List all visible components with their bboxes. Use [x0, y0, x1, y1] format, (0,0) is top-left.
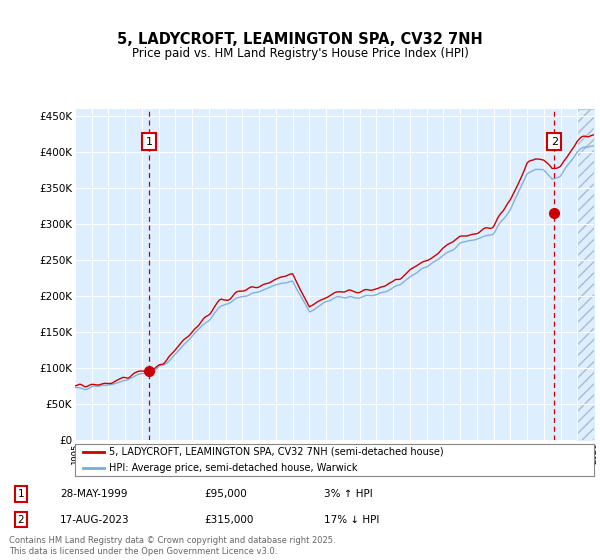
- Text: 5, LADYCROFT, LEAMINGTON SPA, CV32 7NH: 5, LADYCROFT, LEAMINGTON SPA, CV32 7NH: [117, 32, 483, 46]
- Text: 2: 2: [17, 515, 25, 525]
- Text: £315,000: £315,000: [204, 515, 253, 525]
- Text: 3% ↑ HPI: 3% ↑ HPI: [324, 489, 373, 499]
- Text: Contains HM Land Registry data © Crown copyright and database right 2025.
This d: Contains HM Land Registry data © Crown c…: [9, 536, 335, 556]
- Text: 17% ↓ HPI: 17% ↓ HPI: [324, 515, 379, 525]
- Text: 2: 2: [551, 137, 558, 147]
- Text: 28-MAY-1999: 28-MAY-1999: [60, 489, 128, 499]
- Text: Price paid vs. HM Land Registry's House Price Index (HPI): Price paid vs. HM Land Registry's House …: [131, 46, 469, 60]
- Text: £95,000: £95,000: [204, 489, 247, 499]
- Text: 1: 1: [17, 489, 25, 499]
- Text: 1: 1: [145, 137, 152, 147]
- Text: 5, LADYCROFT, LEAMINGTON SPA, CV32 7NH (semi-detached house): 5, LADYCROFT, LEAMINGTON SPA, CV32 7NH (…: [109, 447, 443, 456]
- Text: HPI: Average price, semi-detached house, Warwick: HPI: Average price, semi-detached house,…: [109, 463, 357, 473]
- Text: 17-AUG-2023: 17-AUG-2023: [60, 515, 130, 525]
